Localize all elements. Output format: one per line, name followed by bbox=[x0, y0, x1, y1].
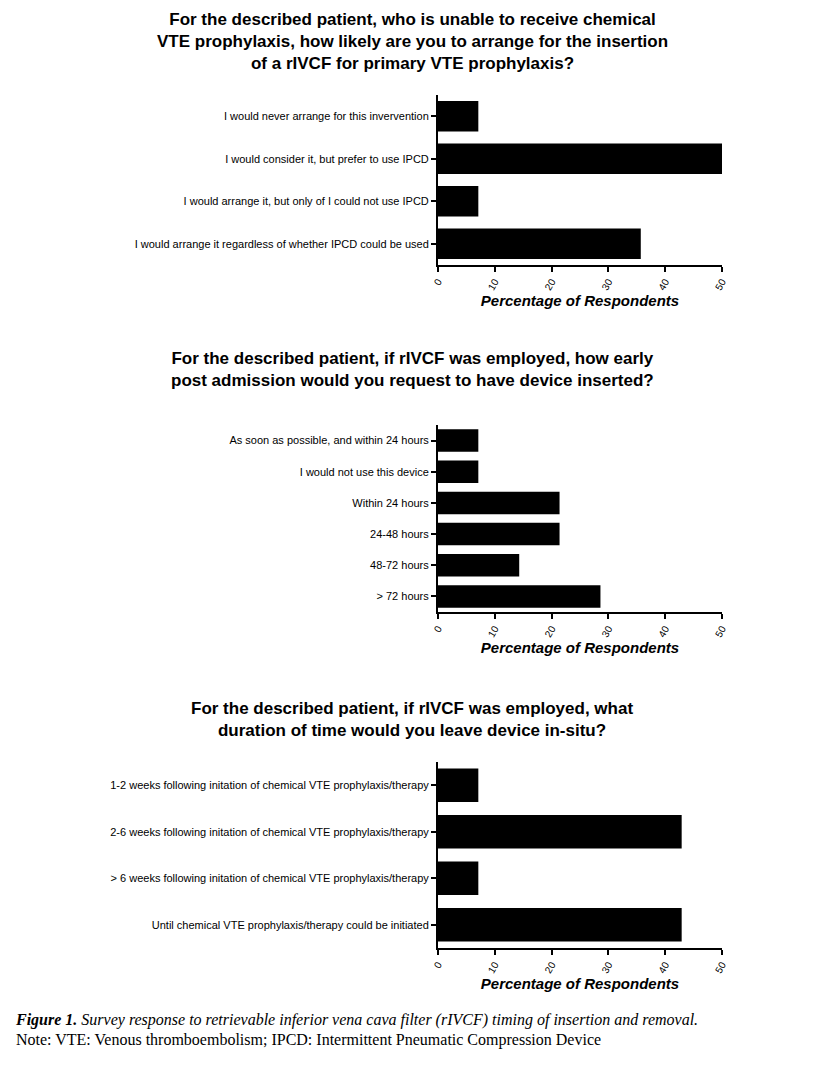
svg-text:For the described patient, who: For the described patient, who is unable… bbox=[157, 10, 668, 73]
svg-text:> 6 weeks following initation: > 6 weeks following initation of chemica… bbox=[111, 872, 430, 884]
svg-text:0: 0 bbox=[432, 624, 445, 635]
svg-text:1-2 weeks following initation: 1-2 weeks following initation of chemica… bbox=[110, 779, 429, 791]
svg-text:0: 0 bbox=[432, 960, 445, 971]
svg-text:10: 10 bbox=[486, 624, 501, 640]
svg-text:40: 40 bbox=[656, 624, 671, 640]
svg-text:For the described patient, if: For the described patient, if rIVCF was … bbox=[191, 699, 633, 740]
svg-text:2-6 weeks following initation: 2-6 weeks following initation of chemica… bbox=[110, 826, 429, 838]
svg-text:Within 24 hours: Within 24 hours bbox=[352, 497, 429, 509]
svg-text:50: 50 bbox=[713, 277, 728, 293]
svg-text:As soon as possible, and withi: As soon as possible, and within 24 hours bbox=[229, 434, 429, 446]
svg-text:Percentage of Respondents: Percentage of Respondents bbox=[481, 639, 679, 656]
svg-text:10: 10 bbox=[486, 277, 501, 293]
svg-text:> 72 hours: > 72 hours bbox=[377, 590, 430, 602]
svg-text:Until chemical VTE prophylaxis: Until chemical VTE prophylaxis/therapy c… bbox=[152, 919, 429, 931]
svg-text:I would not use this device: I would not use this device bbox=[300, 466, 429, 478]
svg-text:30: 30 bbox=[599, 277, 614, 293]
svg-text:I would arrange it regardless: I would arrange it regardless of whether… bbox=[135, 238, 429, 250]
svg-text:20: 20 bbox=[543, 960, 558, 976]
svg-text:Percentage of Respondents: Percentage of Respondents bbox=[481, 975, 679, 992]
svg-text:10: 10 bbox=[486, 960, 501, 976]
svg-text:0: 0 bbox=[432, 277, 445, 288]
svg-text:40: 40 bbox=[656, 960, 671, 976]
html-text:Note: VTE: Venous thromboembol: Note: VTE: Venous thromboembolism; IPCD:… bbox=[16, 1031, 602, 1048]
svg-text:20: 20 bbox=[543, 624, 558, 640]
svg-text:I would never arrange for this: I would never arrange for this invervent… bbox=[224, 110, 429, 122]
svg-text:I would arrange it, but only o: I would arrange it, but only of I could … bbox=[184, 195, 429, 207]
html-text:Figure 1. Survey response to r: Figure 1. Survey response to retrievable… bbox=[16, 1011, 699, 1028]
svg-text:20: 20 bbox=[543, 277, 558, 293]
svg-text:40: 40 bbox=[656, 277, 671, 293]
svg-text:24-48 hours: 24-48 hours bbox=[370, 528, 429, 540]
svg-text:48-72 hours: 48-72 hours bbox=[370, 559, 429, 571]
svg-text:30: 30 bbox=[599, 624, 614, 640]
svg-text:I would consider it, but prefe: I would consider it, but prefer to use I… bbox=[225, 153, 429, 165]
svg-text:For the described patient, if: For the described patient, if rIVCF was … bbox=[171, 349, 654, 390]
svg-text:50: 50 bbox=[713, 624, 728, 640]
svg-text:Percentage of Respondents: Percentage of Respondents bbox=[481, 292, 679, 309]
svg-text:50: 50 bbox=[713, 960, 728, 976]
svg-text:30: 30 bbox=[599, 960, 614, 976]
